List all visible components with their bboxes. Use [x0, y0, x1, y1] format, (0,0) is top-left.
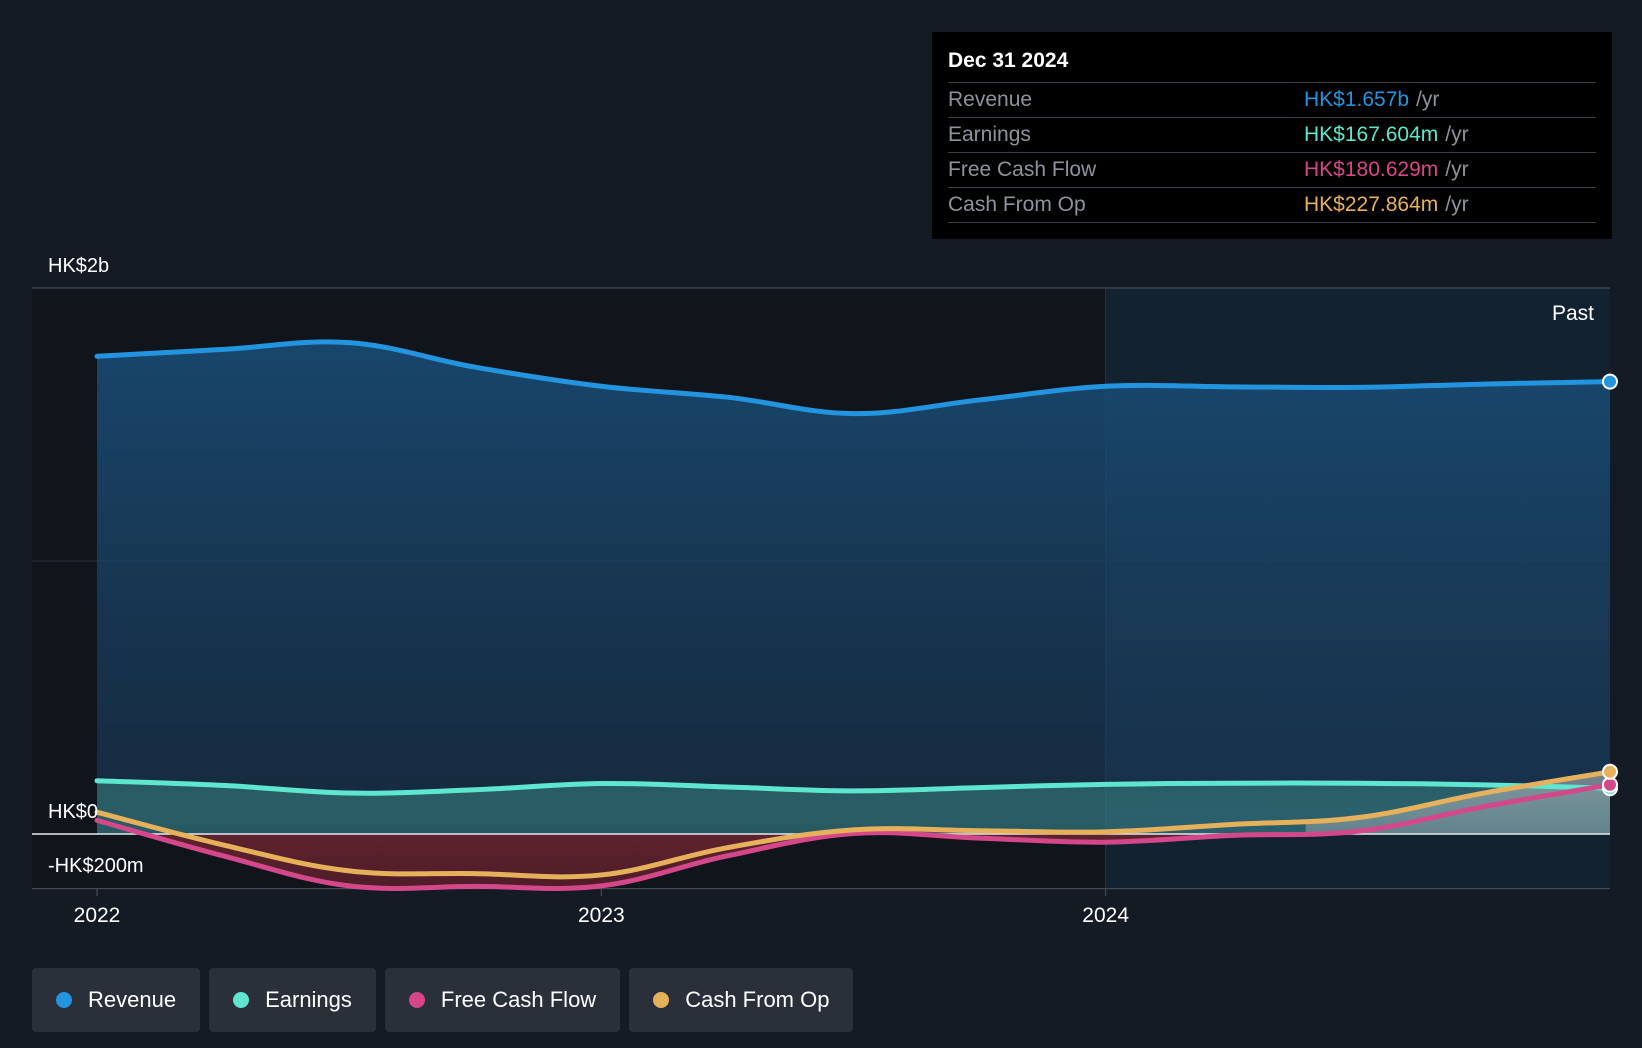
tooltip-unit: /yr [1445, 123, 1469, 146]
legend-item-free-cash-flow[interactable]: Free Cash Flow [384, 968, 621, 1032]
tooltip-unit: /yr [1416, 88, 1440, 111]
legend-label: Earnings [265, 987, 352, 1012]
tooltip-value: HK$167.604m [1304, 123, 1439, 146]
legend-item-earnings[interactable]: Earnings [209, 968, 376, 1032]
tooltip-unit: /yr [1445, 193, 1469, 216]
legend: Revenue Earnings Free Cash Flow Cash Fro… [32, 968, 854, 1032]
legend-item-revenue[interactable]: Revenue [32, 968, 201, 1032]
revenue-dot-icon [56, 992, 72, 1008]
tooltip-row-earnings: Earnings HK$167.604m /yr [948, 118, 1596, 153]
y-tick-label: HK$2b [48, 255, 109, 277]
revenue-area [97, 341, 1610, 834]
x-tick-label: 2023 [578, 904, 625, 927]
free-cash-flow-line [94, 782, 1613, 891]
tooltip-label: Revenue [948, 88, 1033, 111]
x-tick-label: 2024 [1082, 904, 1129, 927]
legend-label: Cash From Op [685, 987, 830, 1012]
y-tick-label: -HK$200m [48, 855, 144, 877]
cash-from-op-end-marker [1602, 763, 1618, 780]
y-tick-label: HK$0 [48, 801, 98, 823]
tooltip-row-revenue: Revenue HK$1.657b /yr [948, 83, 1596, 118]
tooltip-label: Earnings [948, 123, 1031, 146]
revenue-line [94, 339, 1613, 417]
x-tick-label: 2022 [74, 904, 121, 927]
earnings-area [97, 780, 1610, 834]
free-cash-flow-dot-icon [408, 992, 425, 1008]
revenue-end-marker [1602, 373, 1618, 390]
legend-item-cash-from-op[interactable]: Cash From Op [629, 968, 854, 1032]
earnings-line [94, 778, 1613, 796]
cash-from-op-line [94, 769, 1613, 880]
earnings-dot-icon [233, 992, 250, 1008]
tooltip-label: Cash From Op [948, 193, 1086, 216]
tooltip-unit: /yr [1445, 158, 1469, 181]
tooltip-value: HK$1.657b [1304, 88, 1410, 111]
free-cash-flow-end-marker [1602, 776, 1618, 793]
tooltip-row-free-cash-flow: Free Cash Flow HK$180.629m /yr [948, 153, 1596, 188]
past-label: Past [1552, 302, 1594, 325]
tooltip: Dec 31 2024 Revenue HK$1.657b /yr Earnin… [932, 32, 1612, 239]
tooltip-label: Free Cash Flow [948, 158, 1097, 181]
tooltip-date: Dec 31 2024 [948, 46, 1596, 83]
tooltip-value: HK$180.629m [1304, 158, 1439, 181]
cash-from-op-dot-icon [653, 992, 670, 1008]
tooltip-row-cash-from-op: Cash From Op HK$227.864m /yr [948, 188, 1596, 223]
tooltip-value: HK$227.864m [1304, 193, 1439, 216]
legend-label: Free Cash Flow [440, 987, 597, 1012]
legend-label: Revenue [88, 987, 177, 1012]
